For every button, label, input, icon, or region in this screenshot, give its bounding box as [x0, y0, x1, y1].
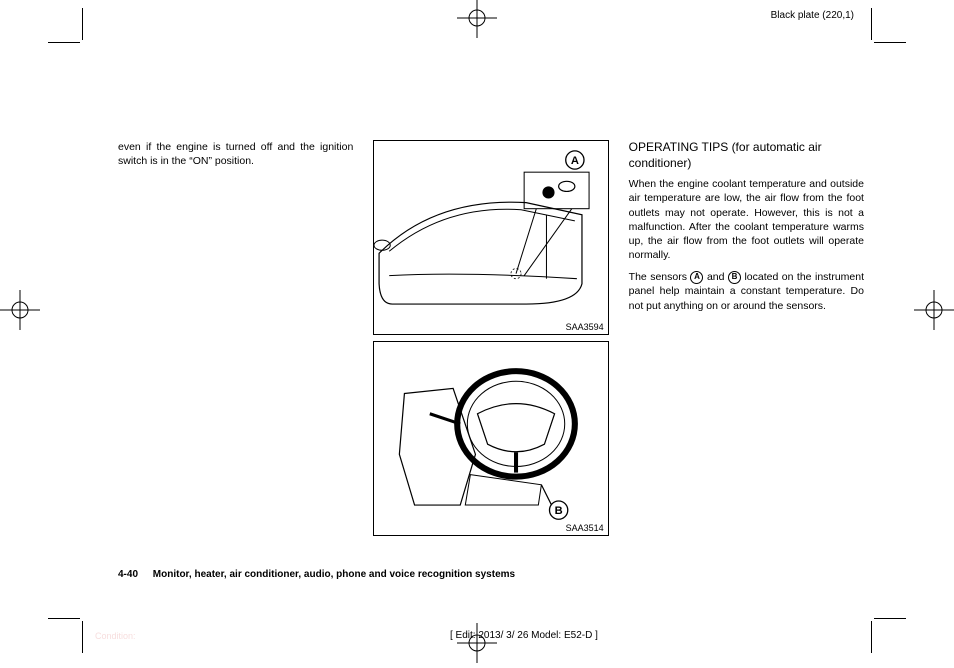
windshield-illustration: A	[374, 141, 607, 320]
page-content: even if the engine is turned off and the…	[118, 140, 864, 580]
continuation-text: even if the engine is turned off and the…	[118, 140, 353, 168]
crop-mark	[48, 618, 80, 619]
crop-mark	[871, 8, 872, 40]
figure-windshield-sensor: A SAA3594	[373, 140, 608, 335]
sensor-label-b-icon: B	[728, 271, 741, 284]
paragraph-sensors: The sensors A and B located on the instr…	[629, 270, 864, 313]
crop-mark	[871, 621, 872, 653]
steering-illustration: B	[374, 342, 607, 521]
page-footer: 4-40 Monitor, heater, air conditioner, a…	[118, 569, 515, 580]
condition-label: Condition:	[95, 631, 136, 641]
registration-mark-icon	[457, 623, 497, 663]
svg-text:A: A	[571, 155, 579, 167]
column-2: A SAA3594	[373, 140, 608, 540]
column-1: even if the engine is turned off and the…	[118, 140, 353, 540]
figure-steering-sensor: B SAA3514	[373, 341, 608, 536]
svg-text:B: B	[555, 505, 563, 517]
crop-mark	[874, 42, 906, 43]
figure-id-bottom: SAA3514	[566, 523, 604, 533]
footer-title: Monitor, heater, air conditioner, audio,…	[153, 569, 515, 580]
registration-mark-icon	[914, 290, 954, 330]
registration-mark-icon	[0, 290, 40, 330]
paragraph-coolant: When the engine coolant temperature and …	[629, 177, 864, 262]
edit-metadata: [ Edit: 2013/ 3/ 26 Model: E52-D ]	[450, 630, 598, 641]
section-heading-operating-tips: OPERATING TIPS (for automatic air condit…	[629, 140, 864, 171]
registration-mark-icon	[457, 0, 497, 38]
page-number: 4-40	[118, 569, 138, 580]
crop-mark	[82, 8, 83, 40]
para2-text-a: The sensors	[629, 271, 691, 283]
crop-mark	[874, 618, 906, 619]
column-3: OPERATING TIPS (for automatic air condit…	[629, 140, 864, 540]
sensor-label-a-icon: A	[690, 271, 703, 284]
plate-header: Black plate (220,1)	[771, 10, 854, 21]
para2-text-b: and	[707, 271, 728, 283]
crop-mark	[48, 42, 80, 43]
figure-id-top: SAA3594	[566, 322, 604, 332]
crop-mark	[82, 621, 83, 653]
